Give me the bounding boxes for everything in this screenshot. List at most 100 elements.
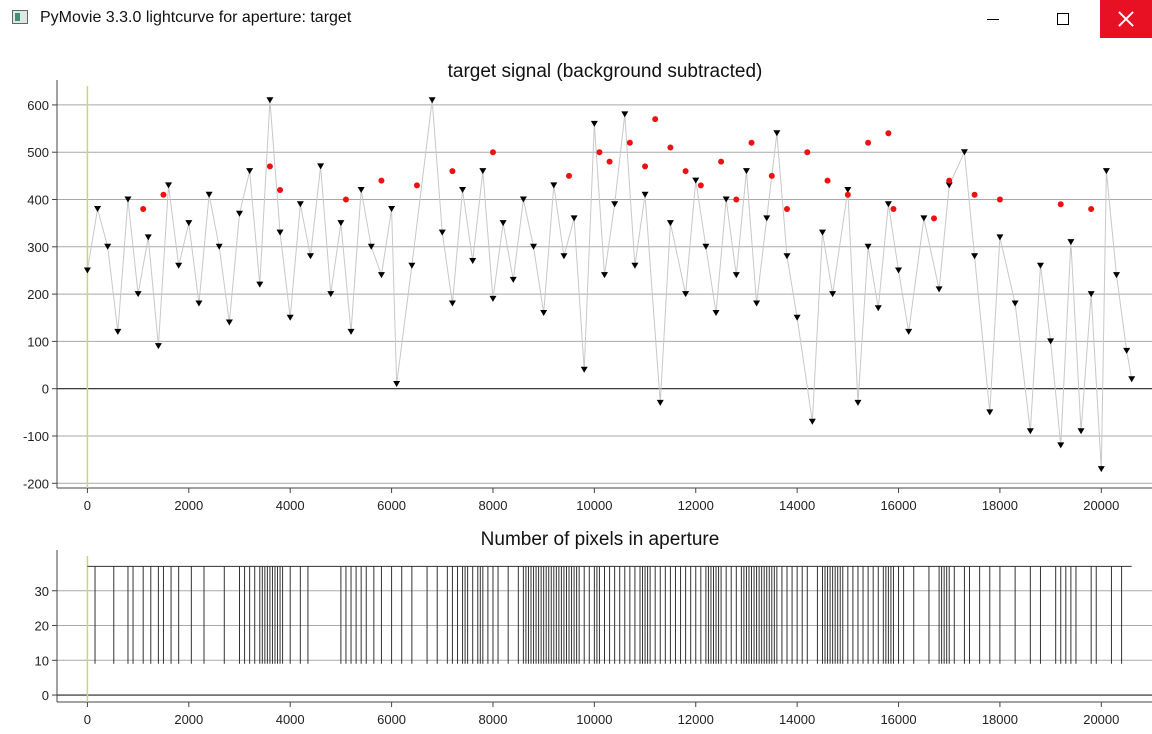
signal-point (367, 243, 375, 250)
x-tick-label: 8000 (479, 498, 508, 513)
flagged-point (642, 163, 649, 170)
signal-point (818, 229, 826, 236)
x-tick-label: 10000 (576, 712, 612, 727)
x-tick-label: 20000 (1083, 498, 1119, 513)
flagged-point (489, 149, 496, 156)
signal-point (327, 291, 335, 298)
maximize-button[interactable] (1040, 0, 1086, 38)
y-tick-label: 100 (27, 334, 49, 349)
signal-point (317, 163, 325, 170)
signal-point (773, 130, 781, 137)
signal-point (702, 243, 710, 250)
signal-point (986, 409, 994, 416)
signal-point (1036, 262, 1044, 269)
signal-point (215, 243, 223, 250)
x-tick-label: 4000 (276, 498, 305, 513)
signal-point (601, 272, 608, 279)
flagged-point (865, 139, 872, 146)
signal-point (337, 220, 345, 227)
flagged-point (378, 177, 385, 184)
signal-point (225, 319, 233, 326)
x-tick-label: 16000 (880, 712, 916, 727)
signal-point (1102, 168, 1110, 175)
signal-point (1057, 442, 1065, 449)
minimize-icon (987, 18, 999, 20)
flagged-point (931, 215, 938, 222)
y-tick-label: 200 (27, 287, 49, 302)
signal-point (1077, 428, 1085, 435)
x-tick-label: 8000 (479, 712, 508, 727)
flagged-point (784, 205, 790, 212)
x-tick-label: 14000 (779, 498, 815, 513)
signal-point (742, 168, 750, 175)
signal-point (666, 220, 674, 227)
y-tick-label: 400 (27, 193, 49, 208)
y-tick-label: 0 (42, 688, 49, 703)
x-tick-label: 6000 (377, 498, 406, 513)
x-tick-label: 2000 (174, 498, 203, 513)
flagged-point (1088, 205, 1095, 212)
flagged-point (160, 191, 167, 198)
flagged-point (885, 130, 892, 137)
signal-point (895, 267, 903, 274)
flagged-point (946, 177, 953, 184)
signal-point (808, 418, 816, 425)
flagged-point (342, 196, 349, 203)
flagged-point (266, 163, 273, 170)
signal-point (753, 300, 761, 307)
y-tick-label: 500 (27, 145, 49, 160)
signal-point (519, 196, 527, 203)
signal-point (1087, 291, 1095, 298)
signal-point (682, 291, 690, 298)
signal-point (763, 215, 771, 222)
signal-point (874, 305, 882, 312)
signal-point (656, 399, 664, 406)
signal-point (530, 243, 538, 250)
signal-point (1128, 376, 1136, 383)
signal-point (124, 196, 132, 203)
flagged-point (413, 182, 420, 189)
x-tick-label: 12000 (678, 712, 714, 727)
signal-point (935, 286, 943, 293)
signal-point (459, 187, 467, 194)
y-tick-label: -100 (23, 429, 49, 444)
signal-point (296, 201, 304, 208)
x-tick-label: 0 (84, 712, 91, 727)
close-button[interactable] (1100, 0, 1152, 38)
signal-point (438, 229, 446, 236)
signal-point (469, 257, 477, 264)
signal-point (722, 196, 730, 203)
signal-point (489, 295, 497, 302)
flagged-point (606, 158, 613, 165)
signal-point (971, 253, 979, 260)
flagged-point (971, 191, 978, 198)
signal-point (829, 291, 837, 298)
pixels-plot-title: Number of pixels in aperture (480, 529, 720, 550)
y-tick-label: 30 (35, 584, 49, 599)
signal-point (580, 366, 588, 373)
title-bar: PyMovie 3.3.0 lightcurve for aperture: t… (0, 0, 1152, 38)
signal-point (550, 182, 558, 189)
signal-point (246, 168, 254, 175)
x-tick-label: 16000 (880, 498, 916, 513)
x-tick-label: 18000 (982, 712, 1018, 727)
signal-plot-title: target signal (background subtracted) (447, 61, 763, 82)
signal-point (306, 253, 314, 260)
signal-point (570, 215, 578, 222)
signal-point (83, 267, 91, 274)
signal-point (104, 243, 112, 250)
signal-point (448, 300, 456, 307)
x-tick-label: 6000 (377, 712, 406, 727)
y-tick-label: 300 (27, 240, 49, 255)
pymovie-app-icon (12, 10, 28, 24)
y-tick-label: -200 (23, 476, 49, 491)
signal-point (393, 380, 401, 387)
signal-point (165, 182, 173, 189)
signal-point (793, 314, 801, 321)
minimize-button[interactable] (970, 0, 1016, 38)
signal-point (854, 399, 862, 406)
flagged-point (748, 139, 755, 146)
x-tick-label: 2000 (174, 712, 203, 727)
flagged-point (718, 158, 725, 165)
